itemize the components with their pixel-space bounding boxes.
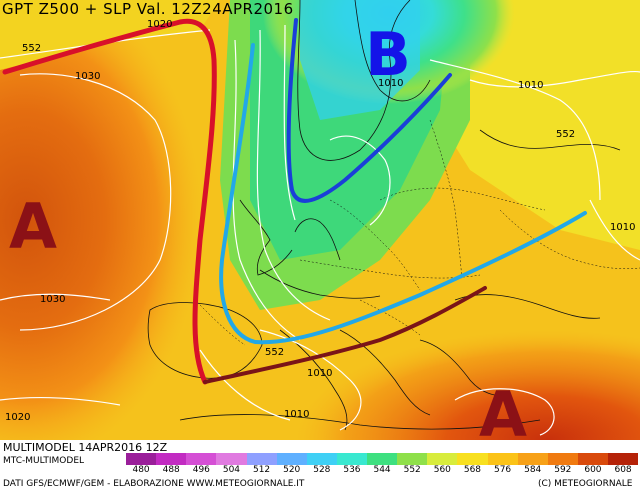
isoline-label: 1020 [5, 412, 30, 423]
isoline-label: 1030 [75, 71, 100, 82]
isoline-label: 552 [265, 347, 284, 358]
trough-axis-south-line [219, 43, 587, 345]
color-scale-legend [126, 453, 639, 465]
trough-axis-north-line [286, 18, 452, 203]
legend-tick-label: 488 [162, 465, 180, 475]
legend-color-cell [216, 453, 247, 465]
legend-color-cell [517, 453, 548, 465]
isolines [0, 24, 640, 436]
copyright-label: (C) METEOGIORNALE [538, 479, 633, 489]
isoline-label: 1010 [518, 80, 543, 91]
legend-color-cell [397, 453, 428, 465]
isoline-label: 1030 [40, 294, 65, 305]
legend-color-cell [487, 453, 518, 465]
legend-tick-label: 544 [373, 465, 391, 475]
model-run-label: MULTIMODEL 14APR2016 12Z [3, 441, 168, 454]
legend-color-cell [577, 453, 608, 465]
legend-tick-label: 520 [283, 465, 301, 475]
legend-tick-label: 568 [463, 465, 482, 475]
legend-tick-label: 608 [614, 465, 632, 475]
coastlines [147, 0, 621, 431]
legend-color-cell [306, 453, 337, 465]
country-borders [199, 119, 640, 346]
legend-tick-label: 584 [524, 465, 542, 475]
legend-color-cell [126, 453, 157, 465]
data-source-label: DATI GFS/ECMWF/GEM - ELABORAZIONE WWW.ME… [3, 479, 305, 489]
legend-color-cell [547, 453, 578, 465]
model-name-label: MTC-MULTIMODEL [3, 456, 85, 466]
footer-panel: MULTIMODEL 14APR2016 12Z MTC-MULTIMODEL … [0, 440, 640, 493]
legend-color-cell [336, 453, 367, 465]
northwest-yellow-zone [0, 0, 220, 70]
legend-tick-label: 592 [554, 465, 572, 475]
legend-tick-label: 600 [584, 465, 602, 475]
low-pressure-label-north: B [365, 20, 411, 90]
isoline-label: 552 [22, 43, 41, 54]
legend-color-cell [156, 453, 187, 465]
legend-color-cell [276, 453, 307, 465]
europe-geopotential-map: A B A 1020 552 1030 1010 1010 552 1010 1… [0, 0, 640, 440]
ridge-axis-south-line [203, 286, 487, 384]
legend-tick-label: 576 [493, 465, 512, 475]
legend-tick-label: 528 [313, 465, 331, 475]
legend-tick-label: 496 [192, 465, 210, 475]
isoline-label: 552 [556, 129, 575, 140]
ridge-axis-line [2, 18, 217, 385]
high-pressure-label-south: A [479, 378, 527, 440]
legend-color-cell [457, 453, 488, 465]
map-title: GPT Z500 + SLP Val. 12Z24APR2016 [2, 0, 294, 18]
legend-tick-label: 536 [343, 465, 361, 475]
legend-color-cell [367, 453, 398, 465]
legend-tick-label: 560 [433, 465, 451, 475]
legend-color-cell [246, 453, 277, 465]
isoline-label: 1010 [307, 368, 332, 379]
legend-tick-label: 512 [252, 465, 271, 475]
legend-tick-label: 504 [222, 465, 241, 475]
isoline-label: 1010 [378, 78, 403, 89]
isoline-label: 1010 [284, 409, 309, 420]
isoline-label: 1010 [610, 222, 635, 233]
legend-tick-label: 480 [132, 465, 150, 475]
isoline-labels: 1020 552 1030 1010 1010 552 1010 1030 55… [5, 19, 635, 423]
high-pressure-label-west: A [9, 190, 57, 263]
color-scale-ticks: 480 488 496 504 512 520 528 536 544 552 560 568 576 5… [126, 465, 638, 477]
isoline-label: 1020 [147, 19, 172, 30]
legend-tick-label: 552 [403, 465, 421, 475]
legend-color-cell [608, 453, 639, 465]
legend-color-cell [427, 453, 458, 465]
legend-color-cell [186, 453, 217, 465]
